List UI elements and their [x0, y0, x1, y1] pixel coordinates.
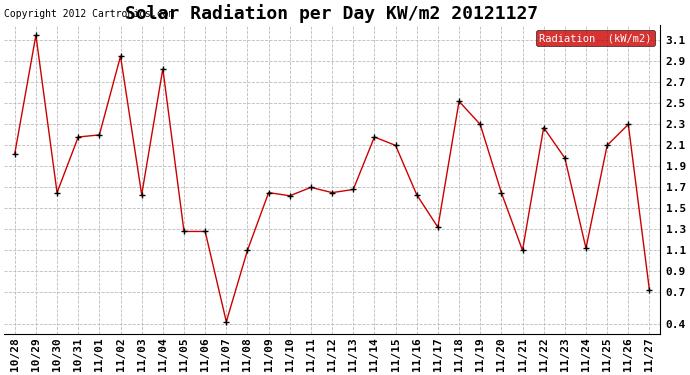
- Legend: Radiation  (kW/m2): Radiation (kW/m2): [536, 30, 655, 46]
- Text: Copyright 2012 Cartronics.com: Copyright 2012 Cartronics.com: [4, 9, 175, 18]
- Title: Solar Radiation per Day KW/m2 20121127: Solar Radiation per Day KW/m2 20121127: [126, 4, 539, 23]
